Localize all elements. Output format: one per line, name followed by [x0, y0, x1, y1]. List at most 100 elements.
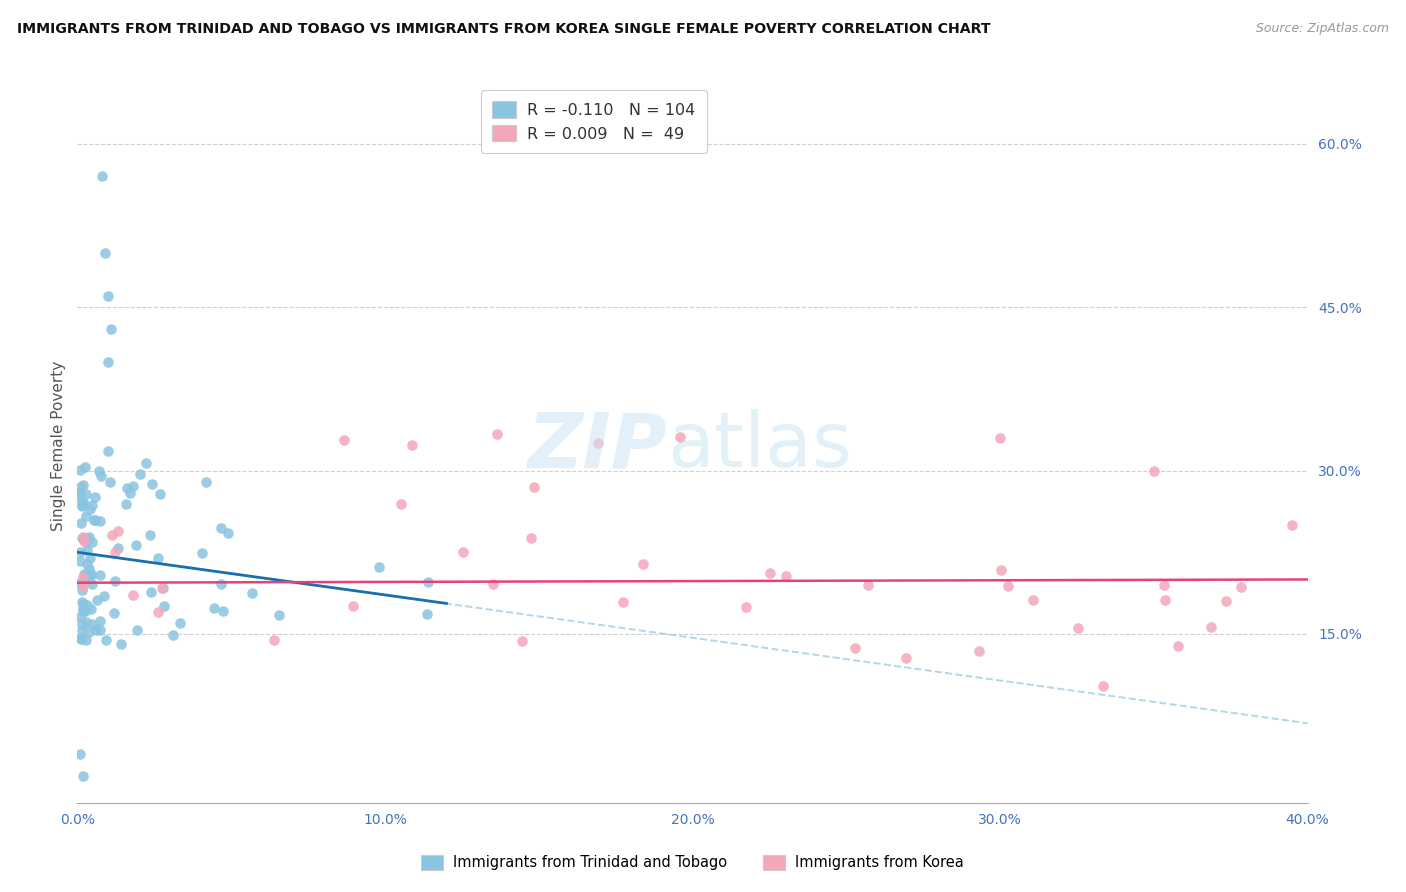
Point: [70, 532, 93, 546]
Point: [121, 479, 143, 493]
Point: [520, 531, 543, 545]
Point: [97, 289, 120, 303]
Point: [70, 516, 93, 530]
Point: [104, 574, 127, 588]
Point: [80, 498, 103, 512]
Point: [416, 607, 439, 622]
Point: [73, 568, 96, 582]
Point: [90, 169, 114, 184]
Point: [69, 489, 91, 503]
Point: [69, 486, 91, 500]
Point: [107, 541, 129, 555]
Point: [83, 513, 105, 527]
Point: [77, 530, 100, 544]
Point: [77, 561, 100, 575]
Point: [118, 486, 141, 500]
Point: [89, 624, 111, 638]
Point: [115, 481, 138, 495]
Point: [162, 628, 184, 642]
Point: [149, 486, 172, 500]
Point: [75, 632, 97, 647]
Point: [86, 593, 108, 607]
Point: [80, 566, 103, 581]
Point: [72, 570, 94, 584]
Point: [72, 598, 94, 612]
Point: [211, 604, 233, 618]
Point: [612, 595, 634, 609]
Point: [97, 354, 120, 368]
Point: [72, 478, 94, 492]
Point: [988, 431, 1011, 445]
Point: [69, 480, 91, 494]
Point: [240, 585, 263, 599]
Point: [107, 524, 129, 538]
Point: [209, 521, 232, 535]
Point: [72, 500, 94, 514]
Point: [73, 534, 96, 549]
Point: [69, 554, 91, 568]
Point: [510, 634, 533, 648]
Text: Source: ZipAtlas.com: Source: ZipAtlas.com: [1256, 22, 1389, 36]
Point: [89, 514, 111, 528]
Point: [152, 599, 174, 613]
Point: [146, 605, 169, 619]
Point: [72, 768, 94, 782]
Point: [75, 509, 97, 524]
Point: [152, 581, 174, 595]
Point: [103, 606, 125, 620]
Point: [80, 567, 103, 582]
Point: [1199, 620, 1222, 634]
Point: [76, 599, 98, 613]
Point: [135, 456, 157, 470]
Point: [1091, 679, 1114, 693]
Y-axis label: Single Female Poverty: Single Female Poverty: [51, 361, 66, 531]
Point: [94, 632, 117, 647]
Point: [73, 603, 96, 617]
Point: [125, 538, 148, 552]
Point: [191, 546, 214, 560]
Point: [1022, 593, 1045, 607]
Point: [669, 430, 692, 444]
Point: [72, 495, 94, 509]
Point: [1215, 593, 1237, 607]
Point: [342, 599, 364, 614]
Point: [72, 601, 94, 615]
Point: [84, 490, 107, 504]
Point: [84, 624, 107, 638]
Text: atlas: atlas: [668, 409, 852, 483]
Point: [72, 604, 94, 618]
Point: [122, 588, 145, 602]
Point: [76, 532, 98, 546]
Point: [79, 501, 101, 516]
Point: [72, 494, 94, 508]
Point: [89, 464, 111, 478]
Point: [73, 459, 96, 474]
Point: [70, 617, 93, 632]
Point: [209, 577, 232, 591]
Point: [100, 322, 122, 336]
Point: [523, 480, 546, 494]
Point: [82, 534, 104, 549]
Point: [98, 475, 121, 490]
Point: [586, 435, 609, 450]
Point: [69, 576, 91, 591]
Point: [76, 542, 98, 557]
Text: IMMIGRANTS FROM TRINIDAD AND TOBAGO VS IMMIGRANTS FROM KOREA SINGLE FEMALE POVER: IMMIGRANTS FROM TRINIDAD AND TOBAGO VS I…: [17, 22, 990, 37]
Point: [79, 551, 101, 566]
Point: [735, 600, 758, 615]
Point: [72, 530, 94, 544]
Point: [69, 545, 91, 559]
Point: [69, 747, 91, 761]
Point: [80, 616, 103, 631]
Point: [148, 550, 170, 565]
Point: [70, 582, 93, 597]
Point: [482, 576, 505, 591]
Point: [110, 637, 132, 651]
Point: [263, 632, 285, 647]
Point: [75, 615, 97, 629]
Point: [70, 498, 93, 512]
Point: [969, 644, 991, 658]
Point: [100, 527, 122, 541]
Point: [76, 558, 98, 572]
Point: [73, 567, 96, 582]
